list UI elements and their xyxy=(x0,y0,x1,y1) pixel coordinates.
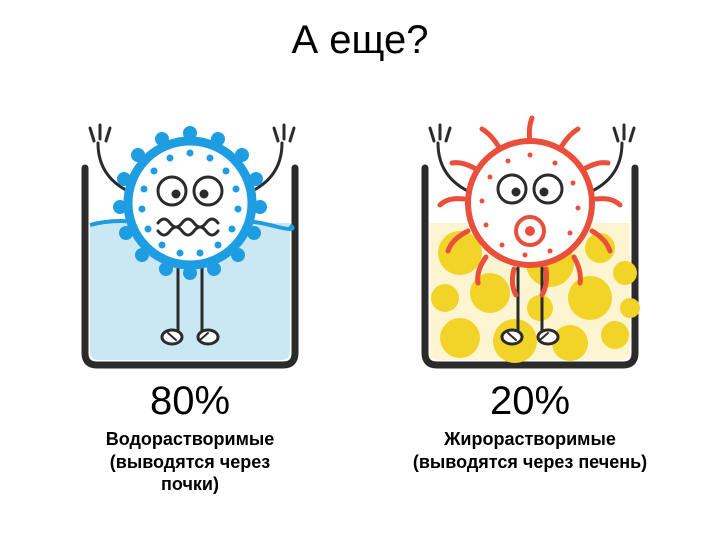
panel-water: 80% Водорастворимые (выводятся через поч… xyxy=(40,73,340,496)
water-caption: Водорастворимые (выводятся через почки) xyxy=(106,428,275,496)
fat-bubble xyxy=(601,321,629,349)
fat-bubble xyxy=(620,298,640,318)
fat-bubble xyxy=(527,295,553,321)
fat-illustration xyxy=(390,73,670,373)
fat-caption: Жирорастворимые (выводятся через печень) xyxy=(413,428,647,473)
virus-body xyxy=(128,141,252,265)
fat-percent: 20% xyxy=(490,379,570,424)
panels: 80% Водорастворимые (выводятся через поч… xyxy=(0,73,720,496)
fat-bubble xyxy=(440,318,480,358)
panel-fat: 20% Жирорастворимые (выводятся через печ… xyxy=(380,73,680,496)
mouth xyxy=(516,217,544,245)
fat-bubble xyxy=(568,276,612,320)
water-illustration xyxy=(50,73,330,373)
fat-bubble xyxy=(613,261,637,285)
fat-bubble xyxy=(431,284,459,312)
water-percent: 80% xyxy=(150,379,230,424)
fat-bubble xyxy=(552,325,588,361)
page-title: А еще? xyxy=(0,0,720,63)
